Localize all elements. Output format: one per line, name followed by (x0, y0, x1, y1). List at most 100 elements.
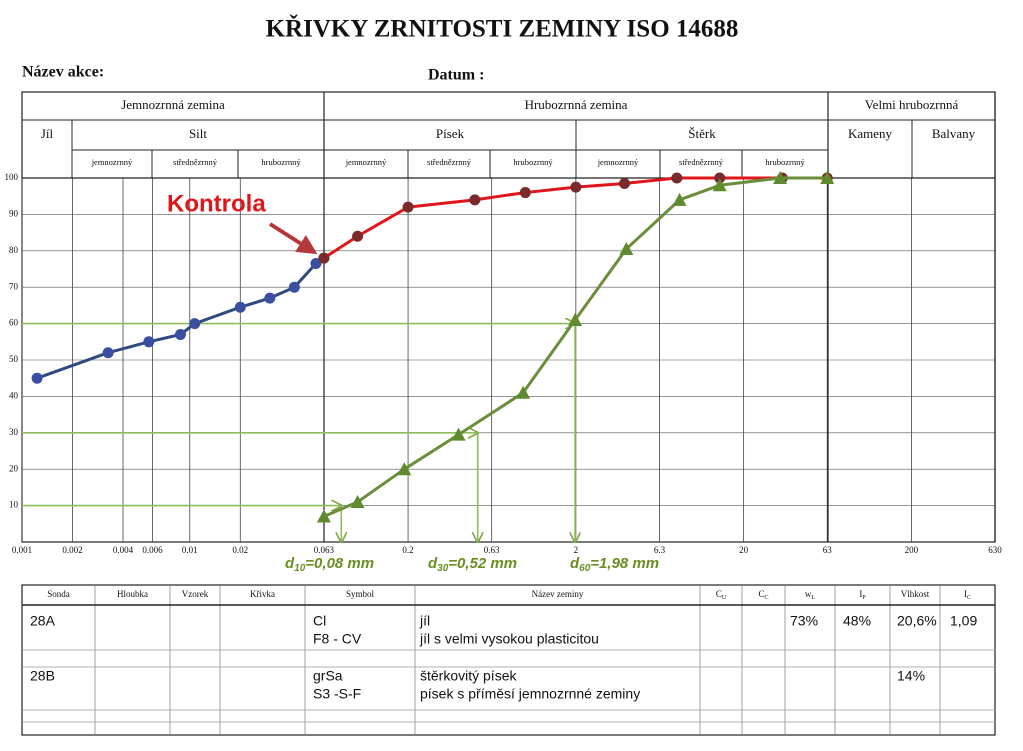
soil-fraction: Kameny (848, 126, 893, 141)
table-cell: 1,09 (950, 613, 977, 629)
point (402, 201, 414, 213)
table-header: Sonda (47, 589, 70, 599)
table-cell: grSa (313, 668, 343, 684)
soil-fraction: Jíl (41, 126, 54, 141)
curve (36, 256, 325, 380)
annotation-arrow (268, 222, 318, 255)
table-header-base: C (758, 589, 764, 599)
x-tick-label: 63 (823, 545, 833, 555)
table-header: Název zeminy (532, 589, 584, 599)
x-tick-label: 200 (905, 545, 919, 555)
point (102, 347, 114, 359)
soil-fraction: Písek (436, 126, 465, 141)
point (310, 258, 322, 270)
soil-subfraction: jemnozrnný (345, 157, 387, 167)
table-frame (21, 584, 996, 736)
table-cell: F8 - CV (313, 631, 362, 647)
x-tick-label: 630 (988, 545, 1002, 555)
soil-subfraction: střednězrnný (173, 157, 218, 167)
table-header: Vzorek (182, 589, 209, 599)
point (189, 318, 201, 330)
point (672, 192, 687, 206)
point (316, 509, 331, 523)
table-header: Vlhkost (901, 589, 930, 599)
guide-label-symbol: d (285, 555, 295, 572)
table-cell: 20,6% (897, 613, 937, 629)
x-tick-label: 0.001 (12, 545, 32, 555)
table-header: IP (859, 589, 866, 601)
soil-subfraction: střednězrnný (427, 157, 472, 167)
y-tick-label: 100 (5, 172, 19, 182)
guide-label-index: 60 (579, 563, 591, 574)
point (352, 230, 364, 242)
table: Sonda Hloubka Vzorek Křivka Symbol Název zemi… (21, 584, 996, 736)
point (469, 194, 481, 206)
x-tick-label: 0.006 (142, 545, 163, 555)
soil-fraction: Štěrk (688, 126, 716, 141)
guide-label-text: =1,98 mm (590, 555, 659, 572)
table-header: Symbol (346, 589, 375, 599)
point (820, 171, 835, 184)
table-cell: jíl s velmi vysokou plasticitou (419, 631, 599, 647)
y-tick-label: 50 (9, 354, 19, 364)
soil-subfraction: hrubozrnný (261, 157, 301, 167)
point (174, 329, 186, 341)
guide-label-symbol: d (428, 555, 438, 572)
table-cell: S3 -S-F (313, 686, 361, 702)
point (350, 494, 365, 508)
x-tick-label: 6.3 (654, 545, 666, 555)
y-tick-label: 60 (9, 318, 19, 328)
point (619, 177, 631, 189)
point (671, 172, 683, 184)
x-tick-label: 0.2 (402, 545, 413, 555)
point (143, 336, 155, 348)
x-tick-label: 0.01 (182, 545, 198, 555)
table-header-base: I (964, 589, 967, 599)
point (397, 462, 412, 476)
table-header: wL (805, 589, 816, 601)
soil-group: Jemnozrnná zemina (121, 97, 225, 112)
point (570, 181, 582, 193)
point (318, 252, 330, 264)
point (519, 187, 531, 199)
soil-fraction: Silt (189, 126, 207, 141)
x-tick-label: 0.004 (113, 545, 134, 555)
table-header-base: C (716, 589, 722, 599)
guide-label: d30=0,52 mm (428, 555, 517, 574)
x-tick-label: 0.002 (62, 545, 82, 555)
y-tick-label: 90 (9, 208, 19, 218)
table-cell: písek s příměsí jemnozrnné zeminy (420, 686, 640, 702)
point (451, 427, 466, 441)
table-header-sub: P (862, 595, 866, 601)
table-header-base: I (859, 589, 862, 599)
soil-subfraction: jemnozrnný (91, 157, 133, 167)
table-header: Hloubka (117, 589, 148, 599)
x-tick-label: 0.02 (232, 545, 248, 555)
x-tick-label: 20 (739, 545, 749, 555)
guide-label-index: 10 (294, 563, 306, 574)
table-header: CU (716, 589, 727, 601)
table-header-sub: L (811, 595, 815, 601)
table-header-sub: C (967, 595, 971, 601)
point (714, 172, 726, 184)
table-cell: Cl (313, 613, 326, 629)
table-cell: 14% (897, 668, 925, 684)
guide-label-index: 30 (437, 563, 449, 574)
guide-label: d60=1,98 mm (570, 555, 659, 574)
y-tick-label: 20 (9, 463, 19, 473)
soil-subfraction: střednězrnný (679, 157, 724, 167)
point (619, 241, 634, 255)
x-tick-label: 0.063 (314, 545, 335, 555)
soil-subfraction: hrubozrnný (513, 157, 553, 167)
table-cell: štěrkovitý písek (420, 668, 517, 684)
soil-fraction: Balvany (932, 126, 976, 141)
table-header: Křivka (250, 589, 275, 599)
point (712, 178, 727, 192)
chart-frame (21, 91, 996, 543)
point (264, 292, 276, 304)
action-label: Název akce: (22, 64, 104, 81)
table-cell: 28A (30, 613, 56, 629)
point (516, 385, 531, 399)
point (773, 171, 788, 184)
